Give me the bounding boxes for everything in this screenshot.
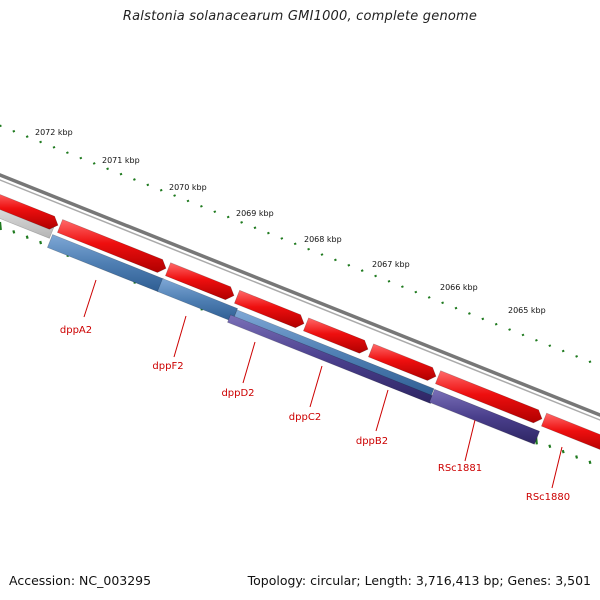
gene-label[interactable]: dppA2 bbox=[60, 325, 92, 336]
scale-minor-tick bbox=[454, 306, 458, 310]
backbone-line-inner bbox=[0, 179, 600, 421]
scale-minor-tick bbox=[534, 338, 538, 342]
gene-label[interactable]: dppC2 bbox=[289, 412, 321, 423]
scale-minor-tick bbox=[173, 194, 177, 197]
scale-minor-tick bbox=[280, 237, 284, 240]
scale-minor-tick bbox=[441, 301, 445, 305]
scale-minor-tick bbox=[333, 258, 337, 262]
scale-minor-tick bbox=[320, 253, 324, 256]
gene-forward-7[interactable] bbox=[435, 370, 543, 424]
scale-minor-tick bbox=[548, 344, 552, 348]
scale-minor-tick bbox=[226, 215, 230, 219]
gene-dppB2[interactable] bbox=[429, 388, 540, 445]
scale-minor-tick bbox=[92, 162, 96, 165]
leader-line bbox=[173, 315, 187, 358]
leader-line bbox=[375, 389, 389, 432]
scale-minor-tick bbox=[293, 242, 297, 246]
leader-line bbox=[83, 279, 97, 318]
scale-minor-tick bbox=[0, 124, 2, 128]
accession-label: Accession: bbox=[9, 573, 76, 588]
scale-minor-tick bbox=[240, 221, 244, 224]
scale-minor-tick bbox=[186, 199, 190, 203]
scale-minor-tick bbox=[199, 204, 203, 208]
leader-line bbox=[242, 341, 256, 384]
scale-minor-tick bbox=[400, 285, 404, 289]
scale-minor-tick bbox=[119, 172, 123, 176]
gene-forward-8[interactable] bbox=[541, 412, 600, 452]
scale-minor-tick bbox=[146, 183, 150, 187]
scale-minor-tick bbox=[561, 349, 565, 353]
scale-minor-tick bbox=[79, 156, 83, 160]
gene-forward-5[interactable] bbox=[303, 317, 369, 354]
gene-dppF2[interactable] bbox=[157, 278, 238, 322]
scale-minor-tick bbox=[25, 135, 29, 138]
scale-label: 2071 kbp bbox=[102, 156, 140, 165]
scale-minor-tick bbox=[159, 188, 163, 192]
inner-minor-tick bbox=[575, 455, 579, 459]
scale-label: 2069 kbp bbox=[236, 209, 274, 218]
scale-minor-tick bbox=[132, 178, 136, 181]
scale-minor-tick bbox=[494, 322, 498, 326]
accession: Accession: NC_003295 bbox=[9, 573, 151, 588]
scale-minor-tick bbox=[65, 151, 69, 155]
scale-minor-tick bbox=[253, 226, 257, 230]
scale-minor-tick bbox=[508, 328, 512, 331]
scale-label: 2066 kbp bbox=[440, 283, 478, 292]
scale-minor-tick bbox=[347, 263, 351, 267]
scale-minor-tick bbox=[374, 274, 378, 278]
topology-info: Topology: circular; Length: 3,716,413 bp… bbox=[247, 573, 591, 588]
scale-minor-tick bbox=[575, 355, 579, 358]
scale-minor-tick bbox=[39, 140, 43, 144]
gene-label[interactable]: dppB2 bbox=[356, 436, 388, 447]
inner-major-tick bbox=[0, 221, 2, 231]
scale-minor-tick bbox=[481, 317, 485, 321]
scale-label: 2067 kbp bbox=[372, 260, 410, 269]
scale-minor-tick bbox=[387, 279, 391, 283]
scale-minor-tick bbox=[414, 290, 418, 294]
gene-forward-1[interactable] bbox=[0, 192, 59, 230]
scale-minor-tick bbox=[12, 129, 16, 133]
inner-minor-tick bbox=[561, 449, 565, 454]
scale-minor-tick bbox=[213, 210, 217, 214]
gene-forward-2[interactable] bbox=[57, 219, 167, 273]
scale-minor-tick bbox=[106, 167, 110, 171]
scale-minor-tick bbox=[307, 247, 311, 251]
inner-minor-tick bbox=[548, 444, 552, 449]
map-title: Ralstonia solanacearum GMI1000, complete… bbox=[122, 9, 478, 24]
scale-minor-tick bbox=[266, 231, 270, 235]
scale-label: 2065 kbp bbox=[508, 306, 546, 315]
inner-minor-tick bbox=[12, 230, 16, 234]
inner-minor-tick bbox=[25, 235, 29, 240]
scale-minor-tick bbox=[427, 296, 431, 299]
scale-minor-tick bbox=[588, 360, 592, 364]
gene-forward-3[interactable] bbox=[165, 262, 235, 301]
gene-forward-6[interactable] bbox=[368, 343, 437, 381]
accession-value: NC_003295 bbox=[79, 573, 152, 588]
leader-line bbox=[464, 419, 476, 462]
gene-dppA2[interactable] bbox=[47, 234, 164, 293]
gene-label[interactable]: dppF2 bbox=[152, 361, 183, 372]
gene-label[interactable]: dppD2 bbox=[221, 388, 254, 399]
scale-minor-tick bbox=[467, 312, 471, 315]
inner-minor-tick bbox=[588, 460, 592, 465]
gene-label[interactable]: RSc1880 bbox=[526, 492, 570, 503]
gene-forward-4[interactable] bbox=[234, 289, 305, 329]
leader-line bbox=[309, 365, 323, 408]
scale-minor-tick bbox=[52, 145, 56, 149]
scale-label: 2068 kbp bbox=[304, 235, 342, 244]
scale-label: 2072 kbp bbox=[35, 128, 73, 137]
inner-minor-tick bbox=[39, 240, 43, 245]
scale-minor-tick bbox=[360, 269, 364, 272]
leader-line bbox=[551, 446, 563, 489]
scale-label: 2070 kbp bbox=[169, 183, 207, 192]
gene-label[interactable]: RSc1881 bbox=[438, 463, 482, 474]
scale-minor-tick bbox=[521, 333, 525, 337]
backbone-line bbox=[0, 173, 600, 417]
